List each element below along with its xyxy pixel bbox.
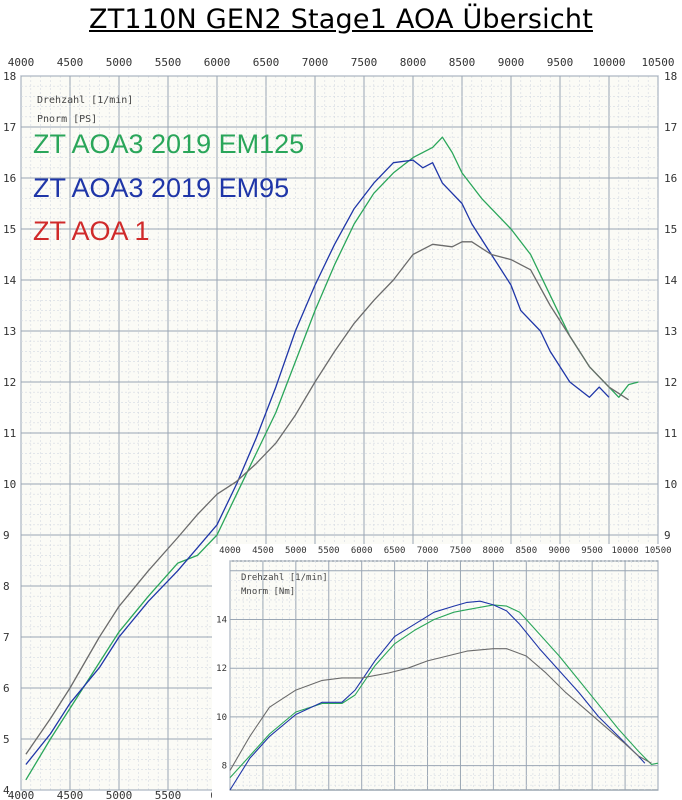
y-tick-label-left: 16 [3,172,16,185]
legend-entry-em95: ZT AOA3 2019 EM95 [33,173,289,203]
y-tick-label: 8 [222,762,227,772]
y-tick-label-right: 18 [664,70,677,83]
y-tick-label-right: 15 [664,223,677,236]
y-tick-label-right: 14 [664,274,678,287]
x-tick-label-top: 4500 [57,56,84,69]
y-tick-label-left: 11 [3,427,16,440]
power-series [25,136,639,781]
x-tick-label-top: 9500 [547,56,574,69]
power-x-axis-label: Drehzahl [1/min] [37,95,133,106]
power-y-axis-label: Pnorm [PS] [37,114,97,125]
y-tick-label-left: 14 [3,274,17,287]
y-tick-label-left: 13 [3,325,16,338]
power-ticks: 4000 4500 5000 5500 6000 6500 7000 7500 8000 8500… [3,56,678,800]
x-tick-label-top: 6500 [253,56,280,69]
torque-series-line-1 [229,600,646,791]
y-tick-label: 14 [216,615,227,625]
x-tick-label-bottom: 4000 [8,789,35,800]
x-tick-label-top: 6000 [204,56,231,69]
x-tick-label-bottom: 4500 [57,789,84,800]
y-tick-label-left: 18 [3,70,16,83]
x-tick-label: 6000 [351,546,373,556]
x-tick-label: 5000 [285,546,307,556]
y-tick-label-right: 11 [664,427,677,440]
x-tick-label-bottom: 5500 [155,789,182,800]
y-tick-label-right: 13 [664,325,677,338]
y-tick-label-left: 9 [3,529,10,542]
y-tick-label-left: 8 [3,580,10,593]
x-tick-label-top: 10500 [641,56,674,69]
page-title: ZT110N GEN2 Stage1 AOA Übersicht [89,4,593,35]
x-tick-label-bottom: 5000 [106,789,133,800]
y-tick-label-right: 16 [664,172,677,185]
power-series-line-2 [25,241,629,755]
power-series-line-1 [25,159,610,765]
legend: ZT AOA3 2019 EM125 ZT AOA3 2019 EM95 ZT … [33,129,304,246]
x-tick-label: 5500 [318,546,340,556]
x-tick-label-top: 9000 [498,56,525,69]
torque-ticks: 4000 4500 5000 5500 6000 6500 7000 7500 8000 8500… [216,546,671,772]
y-tick-label-left: 15 [3,223,16,236]
x-tick-label: 10500 [644,546,671,556]
x-tick-label-top: 7500 [351,56,378,69]
torque-y-axis-label: Mnorm [Nm] [241,587,295,597]
x-tick-label: 7500 [450,546,472,556]
y-tick-label-right: 12 [664,376,677,389]
y-tick-label-left: 5 [3,733,10,746]
x-tick-label-top: 5000 [106,56,133,69]
x-tick-label: 9500 [581,546,603,556]
y-tick-label-left: 17 [3,121,16,134]
x-tick-label: 4500 [252,546,274,556]
x-tick-label: 8500 [515,546,537,556]
y-tick-label: 12 [216,664,227,674]
y-tick-label-left: 12 [3,376,16,389]
y-tick-label-right: 10 [664,478,677,491]
torque-series [229,600,659,791]
x-tick-label-top: 8500 [449,56,476,69]
x-tick-label-top: 5500 [155,56,182,69]
x-tick-label-top: 10000 [592,56,625,69]
x-tick-label-top: 8000 [400,56,427,69]
x-tick-label-top: 7000 [302,56,329,69]
x-tick-label-top: 4000 [8,56,35,69]
x-tick-label: 9000 [548,546,570,556]
power-chart: 4000 4500 5000 5500 6000 6500 7000 7500 8000 8500… [3,56,678,800]
y-tick-label-left: 10 [3,478,16,491]
x-tick-label: 4000 [219,546,241,556]
y-tick-label-right: 9 [664,529,671,542]
torque-series-line-0 [229,604,659,779]
power-series-line-0 [25,136,639,781]
x-tick-label: 10000 [612,546,639,556]
legend-entry-aoa1: ZT AOA 1 [33,216,150,246]
y-tick-label: 10 [216,713,227,723]
x-tick-label: 6500 [384,546,406,556]
y-tick-label-left: 7 [3,631,10,644]
y-tick-label-right: 17 [664,121,677,134]
torque-grid [229,560,659,790]
torque-series-line-2 [229,648,652,771]
torque-plot-area [229,560,659,791]
y-tick-label-left: 6 [3,682,10,695]
x-tick-label: 7000 [417,546,439,556]
legend-entry-em125: ZT AOA3 2019 EM125 [33,129,304,159]
torque-chart: 4000 4500 5000 5500 6000 6500 7000 7500 8000 8500… [212,544,682,800]
x-tick-label: 8000 [483,546,505,556]
torque-x-axis-label: Drehzahl [1/min] [241,573,328,583]
y-tick-label-left: 4 [3,784,10,797]
